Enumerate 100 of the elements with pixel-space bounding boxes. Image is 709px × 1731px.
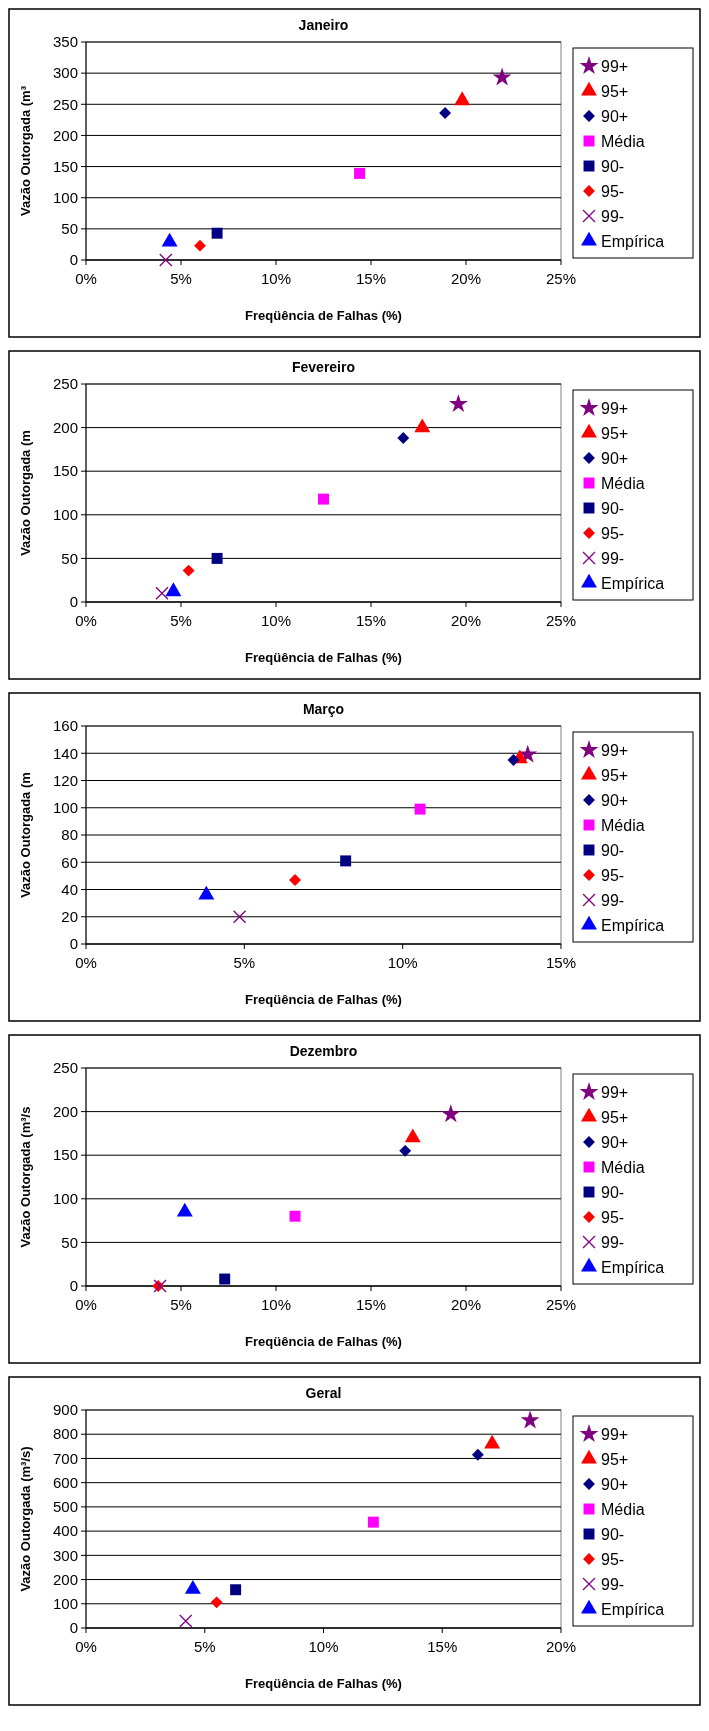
point bbox=[289, 1210, 301, 1222]
y-tick-label: 100 bbox=[52, 188, 78, 206]
chart-title: Geral bbox=[305, 1385, 342, 1401]
x-tick-label: 15% bbox=[545, 954, 577, 971]
point bbox=[182, 564, 195, 577]
x-tick-label: 5% bbox=[170, 270, 192, 287]
x-tick-label: 15% bbox=[355, 612, 387, 629]
y-tick-label: 0 bbox=[69, 1277, 78, 1295]
point bbox=[219, 1273, 231, 1285]
y-tick-label: 250 bbox=[52, 375, 78, 393]
point bbox=[179, 1614, 193, 1628]
x-tick-label: 15% bbox=[427, 1638, 458, 1655]
y-tick-label: 150 bbox=[52, 157, 78, 175]
y-axis-title: Vazão Outorgada (m³/s) bbox=[18, 1446, 33, 1592]
y-tick-label: 60 bbox=[61, 853, 78, 871]
y-tick-label: 100 bbox=[52, 506, 78, 524]
legend-label: 95- bbox=[601, 1208, 625, 1226]
y-tick-label: 40 bbox=[61, 880, 78, 898]
x-tick-label: 20% bbox=[450, 1296, 482, 1313]
y-tick-label: 300 bbox=[52, 1546, 78, 1564]
legend-label: 90- bbox=[601, 157, 625, 175]
legend-label: 90- bbox=[601, 499, 625, 517]
legend-label: 90- bbox=[601, 1183, 625, 1201]
chart-title: Dezembro bbox=[289, 1043, 358, 1059]
y-tick-label: 200 bbox=[52, 1570, 78, 1588]
y-tick-label: 0 bbox=[69, 935, 78, 953]
x-tick-label: 0% bbox=[75, 612, 97, 629]
x-tick-label: 20% bbox=[450, 612, 482, 629]
legend-label: 99- bbox=[601, 549, 625, 567]
legend-label: 99+ bbox=[601, 1083, 629, 1101]
y-axis-title: Vazão Outorgada (m bbox=[18, 430, 33, 556]
y-tick-label: 0 bbox=[69, 593, 78, 611]
chart-title: Fevereiro bbox=[291, 359, 356, 375]
legend-label: Média bbox=[601, 132, 645, 150]
legend-label: 95+ bbox=[601, 766, 629, 784]
point bbox=[211, 552, 223, 564]
point bbox=[448, 394, 468, 413]
y-tick-label: 100 bbox=[52, 1595, 78, 1613]
x-axis-title: Freqüência de Falhas (%) bbox=[245, 308, 402, 323]
point bbox=[414, 418, 431, 433]
y-tick-label: 300 bbox=[52, 64, 78, 82]
legend-label: Empírica bbox=[601, 574, 665, 592]
y-tick-label: 0 bbox=[69, 1619, 78, 1637]
legend-label: 95- bbox=[601, 182, 625, 200]
legend-label: 99+ bbox=[601, 741, 629, 759]
y-tick-label: 500 bbox=[52, 1498, 78, 1516]
x-tick-label: 5% bbox=[170, 612, 192, 629]
x-tick-label: 10% bbox=[260, 1296, 292, 1313]
legend-label: 90- bbox=[601, 841, 625, 859]
y-tick-label: 20 bbox=[61, 908, 78, 925]
x-tick-label: 5% bbox=[170, 1296, 192, 1313]
legend-label: Empírica bbox=[601, 1258, 665, 1276]
legend-label: Média bbox=[601, 1500, 645, 1518]
legend-label: Empírica bbox=[601, 916, 665, 934]
point bbox=[492, 67, 512, 86]
legend-label: 99+ bbox=[601, 399, 629, 417]
y-tick-label: 160 bbox=[52, 717, 78, 735]
legend-label: 95- bbox=[601, 1550, 625, 1568]
point bbox=[289, 874, 301, 886]
y-axis-title: Vazão Outorgada (m³/s bbox=[18, 1106, 33, 1248]
legend-label: Média bbox=[601, 474, 645, 492]
x-axis-title: Freqüência de Falhas (%) bbox=[245, 650, 402, 665]
chart-title: Janeiro bbox=[298, 17, 349, 33]
legend-label: 90+ bbox=[601, 107, 629, 125]
x-tick-label: 10% bbox=[387, 954, 418, 971]
x-tick-label: 10% bbox=[260, 270, 292, 287]
point bbox=[211, 227, 223, 239]
y-tick-label: 800 bbox=[52, 1425, 78, 1443]
x-tick-label: 25% bbox=[545, 612, 577, 629]
point bbox=[159, 253, 173, 267]
x-axis-title: Freqüência de Falhas (%) bbox=[245, 992, 402, 1007]
y-tick-label: 600 bbox=[52, 1473, 78, 1491]
y-tick-label: 50 bbox=[61, 220, 78, 238]
legend-label: 90+ bbox=[601, 1475, 629, 1493]
point bbox=[176, 1202, 193, 1217]
y-tick-label: 120 bbox=[52, 771, 78, 789]
point bbox=[439, 107, 452, 119]
legend-label: 90- bbox=[601, 1525, 625, 1543]
legend-label: 99- bbox=[601, 207, 625, 225]
point bbox=[397, 432, 410, 445]
point bbox=[354, 167, 366, 179]
y-tick-label: 250 bbox=[52, 1059, 78, 1077]
legend-label: Média bbox=[601, 1158, 645, 1176]
legend-label: 95+ bbox=[601, 1450, 629, 1468]
point bbox=[507, 754, 520, 766]
x-axis-title: Freqüência de Falhas (%) bbox=[245, 1334, 402, 1349]
y-tick-label: 80 bbox=[61, 826, 78, 844]
legend-label: 95+ bbox=[601, 82, 629, 100]
legend-label: 95- bbox=[601, 524, 625, 542]
point bbox=[210, 1596, 223, 1609]
legend-label: 90+ bbox=[601, 449, 629, 467]
x-tick-label: 20% bbox=[545, 1638, 577, 1655]
x-tick-label: 10% bbox=[260, 612, 292, 629]
legend-label: 95+ bbox=[601, 1108, 629, 1126]
point bbox=[471, 1448, 484, 1461]
legend-label: Empírica bbox=[601, 1600, 665, 1618]
y-axis-title: Vazão Outorgada (m bbox=[18, 772, 33, 898]
point bbox=[414, 803, 426, 815]
y-tick-label: 50 bbox=[61, 1233, 78, 1251]
legend-label: Empírica bbox=[601, 232, 665, 250]
